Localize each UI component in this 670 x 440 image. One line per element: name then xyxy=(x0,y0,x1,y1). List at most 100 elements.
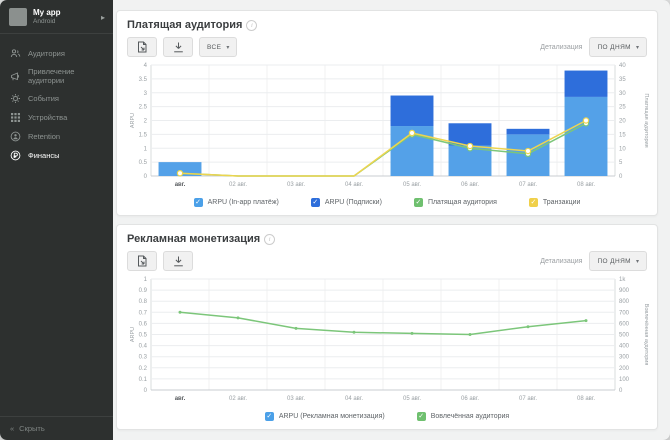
info-icon[interactable]: i xyxy=(264,233,276,245)
detail-dropdown[interactable]: ПО ДНЯМ ▾ xyxy=(589,251,647,271)
sidebar-item-label: События xyxy=(28,94,59,104)
right-axis-tick-label: 0 xyxy=(619,174,623,180)
legend-label: Платящая аудитория xyxy=(427,199,497,206)
legend-item[interactable]: ✓ ARPU (Подписки) xyxy=(310,198,382,207)
data-point-marker xyxy=(294,326,298,330)
sidebar-item-retention[interactable]: Retention xyxy=(0,127,113,146)
sidebar-item-events[interactable]: События xyxy=(0,89,113,108)
right-axis-tick-label: 700 xyxy=(619,310,630,316)
sidebar-item-label: Привлечение аудитории xyxy=(28,67,75,86)
x-axis-label: 07 авг. xyxy=(519,396,537,402)
chart-legend: ✓ ARPU (Рекламная монетизация) ✓ Вовлечённа… xyxy=(127,412,647,424)
x-axis-label: 05 авг. xyxy=(403,182,421,188)
filter-value: ВСЕ xyxy=(207,43,222,51)
main-content: Платящая аудитория i xyxy=(113,0,670,440)
detail-dropdown[interactable]: ПО ДНЯМ ▾ xyxy=(589,37,647,57)
devices-icon xyxy=(10,112,21,123)
left-axis-tick-label: 1 xyxy=(144,277,148,283)
download-button[interactable] xyxy=(163,37,193,57)
finance-icon xyxy=(10,150,21,161)
bar-segment xyxy=(564,96,608,176)
filter-dropdown[interactable]: ВСЕ ▾ xyxy=(199,37,238,57)
audience-icon xyxy=(10,48,21,59)
sidebar-nav: Аудитория Привлечение аудитории События Уст… xyxy=(0,44,113,416)
legend-checkbox-checked[interactable]: ✓ xyxy=(310,198,320,207)
right-axis-tick-label: 1k xyxy=(619,277,626,283)
data-point-marker xyxy=(468,333,472,336)
right-axis-tick-label: 300 xyxy=(619,355,630,361)
data-point-marker xyxy=(466,142,474,150)
legend-item[interactable]: ✓ ARPU (In-app платёж) xyxy=(193,198,279,207)
left-axis-tick-label: 1.5 xyxy=(139,132,148,138)
sidebar-item-label: Финансы xyxy=(28,151,60,161)
chevron-down-icon: ▾ xyxy=(635,258,639,265)
left-axis-tick-label: 0.4 xyxy=(139,344,148,350)
left-axis-tick-label: 0.3 xyxy=(139,355,148,361)
app-selector[interactable]: My app Android ▸ xyxy=(0,0,113,35)
sidebar-item-devices[interactable]: Устройства xyxy=(0,108,113,127)
legend-item[interactable]: ✓ Платящая аудитория xyxy=(413,198,497,207)
left-axis-tick-label: 0.8 xyxy=(139,299,148,305)
x-axis-label: авг. xyxy=(175,396,186,402)
right-axis-tick-label: 40 xyxy=(619,63,626,69)
data-point-marker xyxy=(176,170,184,177)
ad-monetization-chart: 0 0 0.1 100 0.2 200 0.3 300 0.4 400 0.5 500 0.6 600 0.… xyxy=(127,274,649,411)
legend-item[interactable]: ✓ Вовлечённая аудитория xyxy=(416,412,510,421)
right-axis-tick-label: 200 xyxy=(619,366,630,372)
acquisition-icon xyxy=(10,71,21,82)
document-export-icon xyxy=(137,41,146,53)
data-point-marker xyxy=(584,319,588,323)
line-series xyxy=(179,119,587,177)
legend-checkbox-checked[interactable]: ✓ xyxy=(416,412,426,421)
right-axis-tick-label: 20 xyxy=(619,119,626,125)
x-axis-label: 08 авг. xyxy=(577,396,595,402)
sidebar-item-label: Аудитория xyxy=(28,49,65,59)
right-axis-tick-label: 800 xyxy=(619,299,630,305)
legend-checkbox-checked[interactable]: ✓ xyxy=(193,198,203,207)
legend-checkbox-checked[interactable]: ✓ xyxy=(264,412,274,421)
ad-monetization-chart-svg: 0 0 0.1 100 0.2 200 0.3 300 0.4 400 0.5 500 0.6 600 0.… xyxy=(130,277,649,402)
sidebar-item-finance[interactable]: Финансы xyxy=(0,146,113,165)
panel-title: Рекламная монетизация xyxy=(127,233,261,245)
retention-icon xyxy=(10,131,21,142)
sidebar-item-audience[interactable]: Аудитория xyxy=(0,44,113,63)
export-report-button[interactable] xyxy=(127,251,157,271)
detail-value: ПО ДНЯМ xyxy=(597,257,631,265)
legend-item[interactable]: ✓ ARPU (Рекламная монетизация) xyxy=(264,412,385,421)
bar-segment xyxy=(390,95,434,127)
x-axis-label: 03 авг. xyxy=(287,396,305,402)
bar-segment xyxy=(506,128,550,135)
right-axis-tick-label: 5 xyxy=(619,160,623,166)
events-icon xyxy=(10,93,21,104)
legend-label: Вовлечённая аудитория xyxy=(430,413,510,420)
data-point-marker xyxy=(410,331,414,335)
data-point-marker xyxy=(582,117,590,124)
export-report-button[interactable] xyxy=(127,37,157,57)
data-point-marker xyxy=(408,129,416,137)
download-button[interactable] xyxy=(163,251,193,271)
legend-checkbox-checked[interactable]: ✓ xyxy=(413,198,423,207)
right-axis-title: Вовлечённая аудитория xyxy=(643,304,649,366)
sidebar-item-acquisition[interactable]: Привлечение аудитории xyxy=(0,63,113,89)
legend-item[interactable]: ✓ Транзакции xyxy=(528,198,580,207)
sidebar-item-label: Retention xyxy=(28,132,61,142)
legend-checkbox-checked[interactable]: ✓ xyxy=(528,198,538,207)
right-axis-tick-label: 15 xyxy=(619,132,626,138)
data-point-marker xyxy=(178,310,182,314)
x-axis-label: 05 авг. xyxy=(403,396,421,402)
download-icon xyxy=(173,42,183,53)
detail-label: Детализация xyxy=(540,43,583,51)
left-axis-tick-label: 0.1 xyxy=(139,377,148,383)
right-axis-tick-label: 100 xyxy=(619,377,630,383)
info-icon[interactable]: i xyxy=(246,19,258,31)
line-series xyxy=(179,311,587,336)
x-axis-label: 02 авг. xyxy=(229,396,247,402)
x-axis-label: 04 авг. xyxy=(345,182,363,188)
bar-segment xyxy=(564,70,608,97)
right-axis-tick-label: 500 xyxy=(619,333,630,339)
collapse-sidebar-button[interactable]: « Скрыть xyxy=(0,416,113,440)
data-point-marker xyxy=(352,330,356,334)
bar-segment xyxy=(448,123,492,146)
x-axis-label: 06 авг. xyxy=(461,182,479,188)
left-axis-title: ARPU xyxy=(130,327,136,342)
